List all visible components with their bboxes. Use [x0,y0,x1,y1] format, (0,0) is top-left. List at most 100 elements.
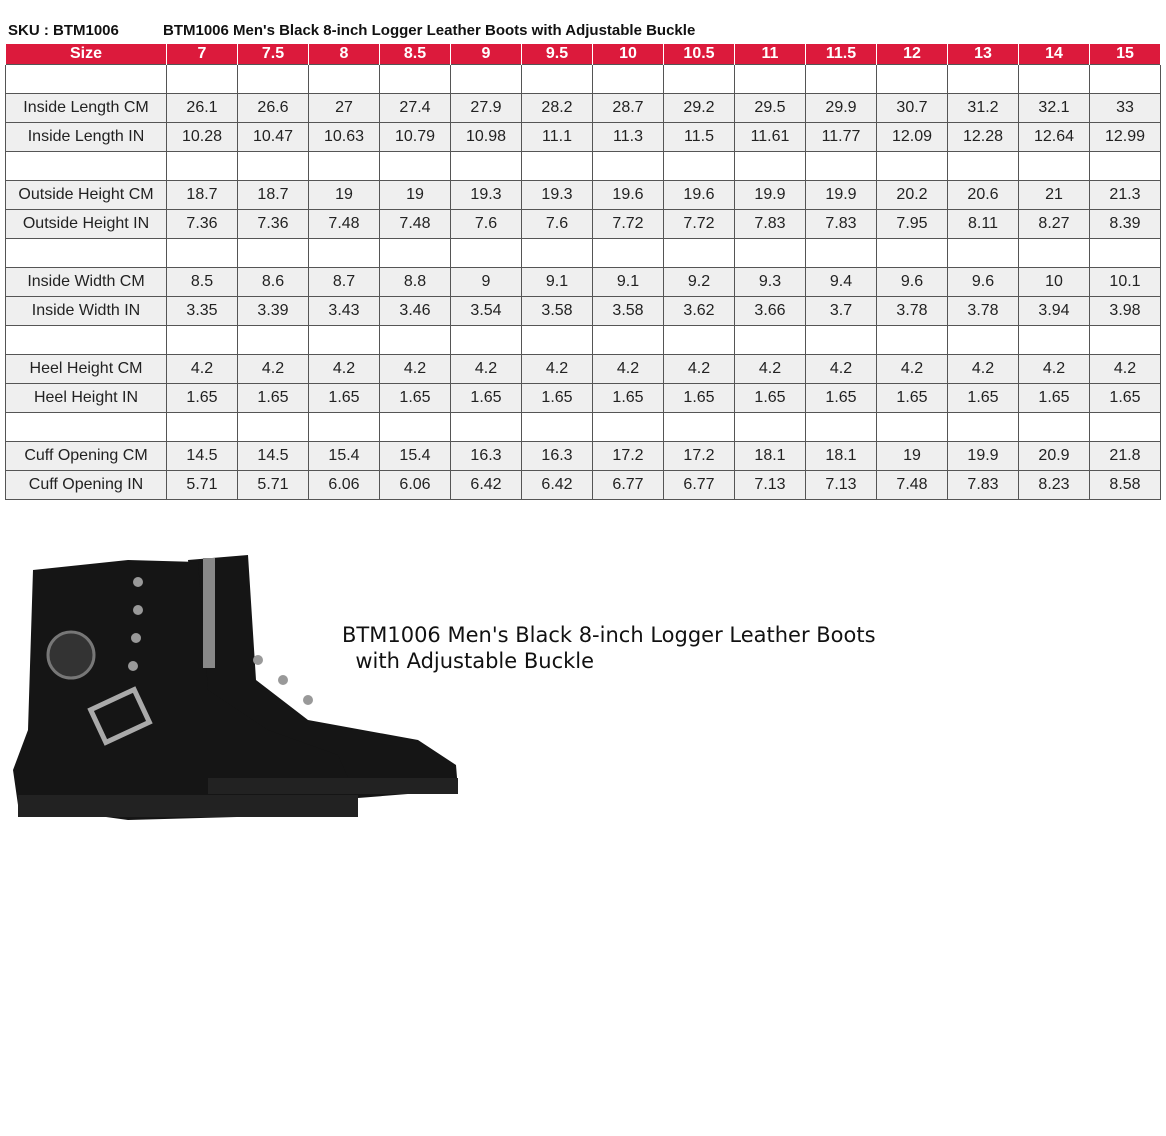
table-cell [734,151,806,181]
table-cell: 19.9 [947,441,1019,471]
table-cell: 6.77 [592,470,664,500]
table-cell: 19.9 [805,180,877,210]
spacer-row [5,238,1161,268]
table-cell: 27 [308,93,380,123]
table-cell: 7.48 [379,209,451,239]
table-cell [521,238,593,268]
table-row: Heel Height IN 1.65 1.65 1.65 1.65 1.65 1.65 1.… [5,383,1161,413]
table-cell: 7.48 [876,470,948,500]
table-cell: 17.2 [663,441,735,471]
table-cell: 15.4 [308,441,380,471]
table-cell: 31.2 [947,93,1019,123]
table-cell [166,151,238,181]
table-cell: 8.39 [1089,209,1161,239]
table-cell [521,151,593,181]
table-cell: 1.65 [734,383,806,413]
table-cell: 10.47 [237,122,309,152]
table-cell: 3.66 [734,296,806,326]
table-cell [805,412,877,442]
table-cell [379,64,451,94]
table-cell: 21 [1018,180,1090,210]
table-cell: 19.3 [521,180,593,210]
table-cell: 1.65 [521,383,593,413]
table-cell: 7.13 [734,470,806,500]
table-cell: 9 [450,267,522,297]
table-row: Inside Width CM 8.5 8.6 8.7 8.8 9 9.1 9.1 9.2 9.3… [5,267,1161,297]
row-label: Heel Height CM [5,354,167,384]
size-header-cell: 7 [166,44,238,65]
sku-label: SKU : BTM1006 [8,22,119,39]
table-cell [876,151,948,181]
table-cell: 33 [1089,93,1161,123]
table-cell: 29.5 [734,93,806,123]
size-header-cell: 7.5 [237,44,309,65]
table-cell [876,325,948,355]
table-cell [1018,325,1090,355]
table-cell [592,238,664,268]
table-cell [308,412,380,442]
table-cell [1018,151,1090,181]
table-row: Inside Length IN 10.28 10.47 10.63 10.79 10.9… [5,122,1161,152]
table-cell: 8.8 [379,267,451,297]
buckle-icon [87,686,153,746]
table-cell: 7.13 [805,470,877,500]
table-cell: 19.6 [592,180,664,210]
table-cell: 26.6 [237,93,309,123]
table-cell [592,325,664,355]
zipper-icon [203,558,215,668]
table-cell: 7.95 [876,209,948,239]
table-cell [663,412,735,442]
size-header-cell: 10.5 [663,44,735,65]
table-cell: 1.65 [805,383,877,413]
size-header-cell: 14 [1018,44,1090,65]
table-cell: 9.3 [734,267,806,297]
table-cell: 19.3 [450,180,522,210]
table-cell [379,412,451,442]
table-cell [805,64,877,94]
table-cell: 3.78 [876,296,948,326]
table-cell [237,238,309,268]
table-cell: 26.1 [166,93,238,123]
table-cell [1089,64,1161,94]
table-cell: 8.58 [1089,470,1161,500]
table-cell: 16.3 [450,441,522,471]
table-cell: 1.65 [450,383,522,413]
row-label [5,325,167,355]
table-row: Outside Height IN 7.36 7.36 7.48 7.48 7.6 7.6 7… [5,209,1161,239]
table-cell: 10 [1018,267,1090,297]
table-cell [876,238,948,268]
size-header-cell: 8 [308,44,380,65]
table-cell: 1.65 [1018,383,1090,413]
table-cell: 19 [876,441,948,471]
row-label: Inside Length CM [5,93,167,123]
table-row: Cuff Opening IN 5.71 5.71 6.06 6.06 6.42 6.42 6… [5,470,1161,500]
table-cell: 19.6 [663,180,735,210]
size-header-cell: 15 [1089,44,1161,65]
size-header-cell: 11.5 [805,44,877,65]
table-cell: 4.2 [308,354,380,384]
size-chart-table: Size 7 7.5 8 8.5 9 9.5 10 10.5 11 11.5 12 13 14 15 In… [5,44,1161,500]
size-header-cell: 10 [592,44,664,65]
table-cell: 4.2 [521,354,593,384]
table-cell: 3.58 [521,296,593,326]
table-cell: 14.5 [237,441,309,471]
table-cell: 11.61 [734,122,806,152]
table-cell: 20.6 [947,180,1019,210]
table-cell: 3.43 [308,296,380,326]
spacer-row [5,64,1161,94]
caption-line-1: BTM1006 Men's Black 8-inch Logger Leathe… [342,623,876,647]
table-cell: 18.7 [237,180,309,210]
table-cell: 30.7 [876,93,948,123]
table-cell: 20.2 [876,180,948,210]
table-cell: 7.36 [166,209,238,239]
table-cell [166,238,238,268]
table-cell [308,151,380,181]
table-cell: 12.09 [876,122,948,152]
table-cell: 3.58 [592,296,664,326]
table-cell [592,412,664,442]
table-cell: 3.54 [450,296,522,326]
table-cell: 7.83 [947,470,1019,500]
table-cell: 3.62 [663,296,735,326]
table-cell: 7.6 [450,209,522,239]
table-row: Inside Width IN 3.35 3.39 3.43 3.46 3.54 3.58 3… [5,296,1161,326]
